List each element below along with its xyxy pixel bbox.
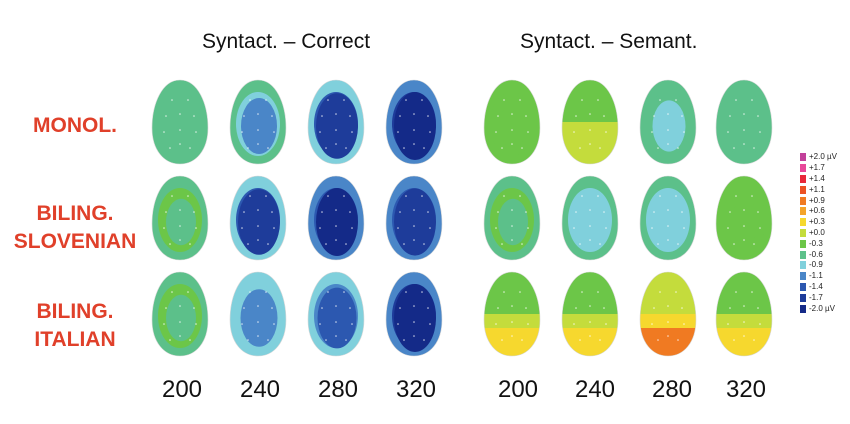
row-label-line: BILING. [36,300,114,323]
scalp-map [307,175,365,261]
scalp-map [151,175,209,261]
legend-entry: -0.9 [800,260,837,271]
legend-swatch [800,250,806,259]
legend-entry: +1.4 [800,174,837,185]
legend-label: +0.9 [809,195,825,205]
scalp-map [639,79,697,165]
scalp-map [715,79,773,165]
legend-label: +1.4 [809,173,825,183]
legend-swatch [800,164,806,173]
time-label: 240 [239,376,281,403]
legend-swatch [800,304,806,313]
scalp-map [715,271,773,357]
legend-label: +1.1 [809,184,825,194]
time-label: 240 [574,376,616,403]
time-label: 280 [317,376,359,403]
legend-entry: -0.6 [800,249,837,260]
time-label: 200 [161,376,203,403]
legend-label: -1.7 [809,292,823,302]
time-label: 280 [651,376,693,403]
legend-label: +0.6 [809,206,825,216]
scalp-map [307,79,365,165]
scalp-map [385,271,443,357]
time-label: 200 [497,376,539,403]
legend-entry: +1.1 [800,184,837,195]
row-label-line: SLOVENIAN [13,230,137,253]
scalp-map [385,175,443,261]
legend-label: -1.1 [809,271,823,281]
legend-entry: -1.1 [800,271,837,282]
scalp-map [639,271,697,357]
panel-title-left: Syntact. – Correct [202,30,371,53]
legend-label: +1.7 [809,163,825,173]
legend-swatch [800,272,806,281]
legend-label: -2.0 µV [809,303,835,313]
scalp-map [483,79,541,165]
legend-swatch [800,261,806,270]
legend-swatch [800,293,806,302]
scalp-map [483,271,541,357]
legend-label: -1.4 [809,281,823,291]
scalp-map [715,175,773,261]
row-label-bilingual-slovenian: BILING. SLOVENIAN [0,200,150,256]
scalp-map [561,271,619,357]
legend-swatch [800,174,806,183]
legend-entry: +1.7 [800,163,837,174]
scalp-map [483,175,541,261]
legend-label: -0.9 [809,260,823,270]
color-scale-legend: +2.0 µV +1.7 +1.4 +1.1 +0.9 +0.6 +0.3 +0.0 -0.3-… [800,152,837,314]
scalp-map [307,271,365,357]
legend-entry: -0.3 [800,238,837,249]
legend-swatch [800,239,806,248]
row-label-line: BILING. [36,202,114,225]
scalp-map [385,79,443,165]
legend-entry: -1.7 [800,292,837,303]
legend-entry: +0.0 [800,228,837,239]
legend-entry: -2.0 µV [800,303,837,314]
scalp-map [229,79,287,165]
legend-swatch [800,218,806,227]
row-label-line: MONOL. [33,114,117,137]
legend-label: +0.3 [809,217,825,227]
row-label-bilingual-italian: BILING. ITALIAN [0,298,150,354]
legend-entry: +2.0 µV [800,152,837,163]
scalp-map [229,175,287,261]
legend-swatch [800,207,806,216]
legend-entry: +0.3 [800,217,837,228]
legend-label: +0.0 [809,227,825,237]
scalp-map [151,271,209,357]
legend-entry: +0.6 [800,206,837,217]
row-label-monolingual: MONOL. [0,112,150,140]
scalp-map [151,79,209,165]
legend-entry: +0.9 [800,195,837,206]
legend-swatch [800,228,806,237]
legend-swatch [800,282,806,291]
scalp-map [561,79,619,165]
panel-title-right: Syntact. – Semant. [520,30,698,53]
legend-swatch [800,196,806,205]
legend-swatch [800,185,806,194]
legend-label: -0.3 [809,238,823,248]
scalp-map [639,175,697,261]
legend-label: -0.6 [809,249,823,259]
legend-swatch [800,153,806,162]
row-label-line: ITALIAN [34,328,116,351]
time-label: 320 [725,376,767,403]
legend-entry: -1.4 [800,282,837,293]
time-label: 320 [395,376,437,403]
scalp-map [561,175,619,261]
legend-label: +2.0 µV [809,152,837,162]
scalp-map [229,271,287,357]
